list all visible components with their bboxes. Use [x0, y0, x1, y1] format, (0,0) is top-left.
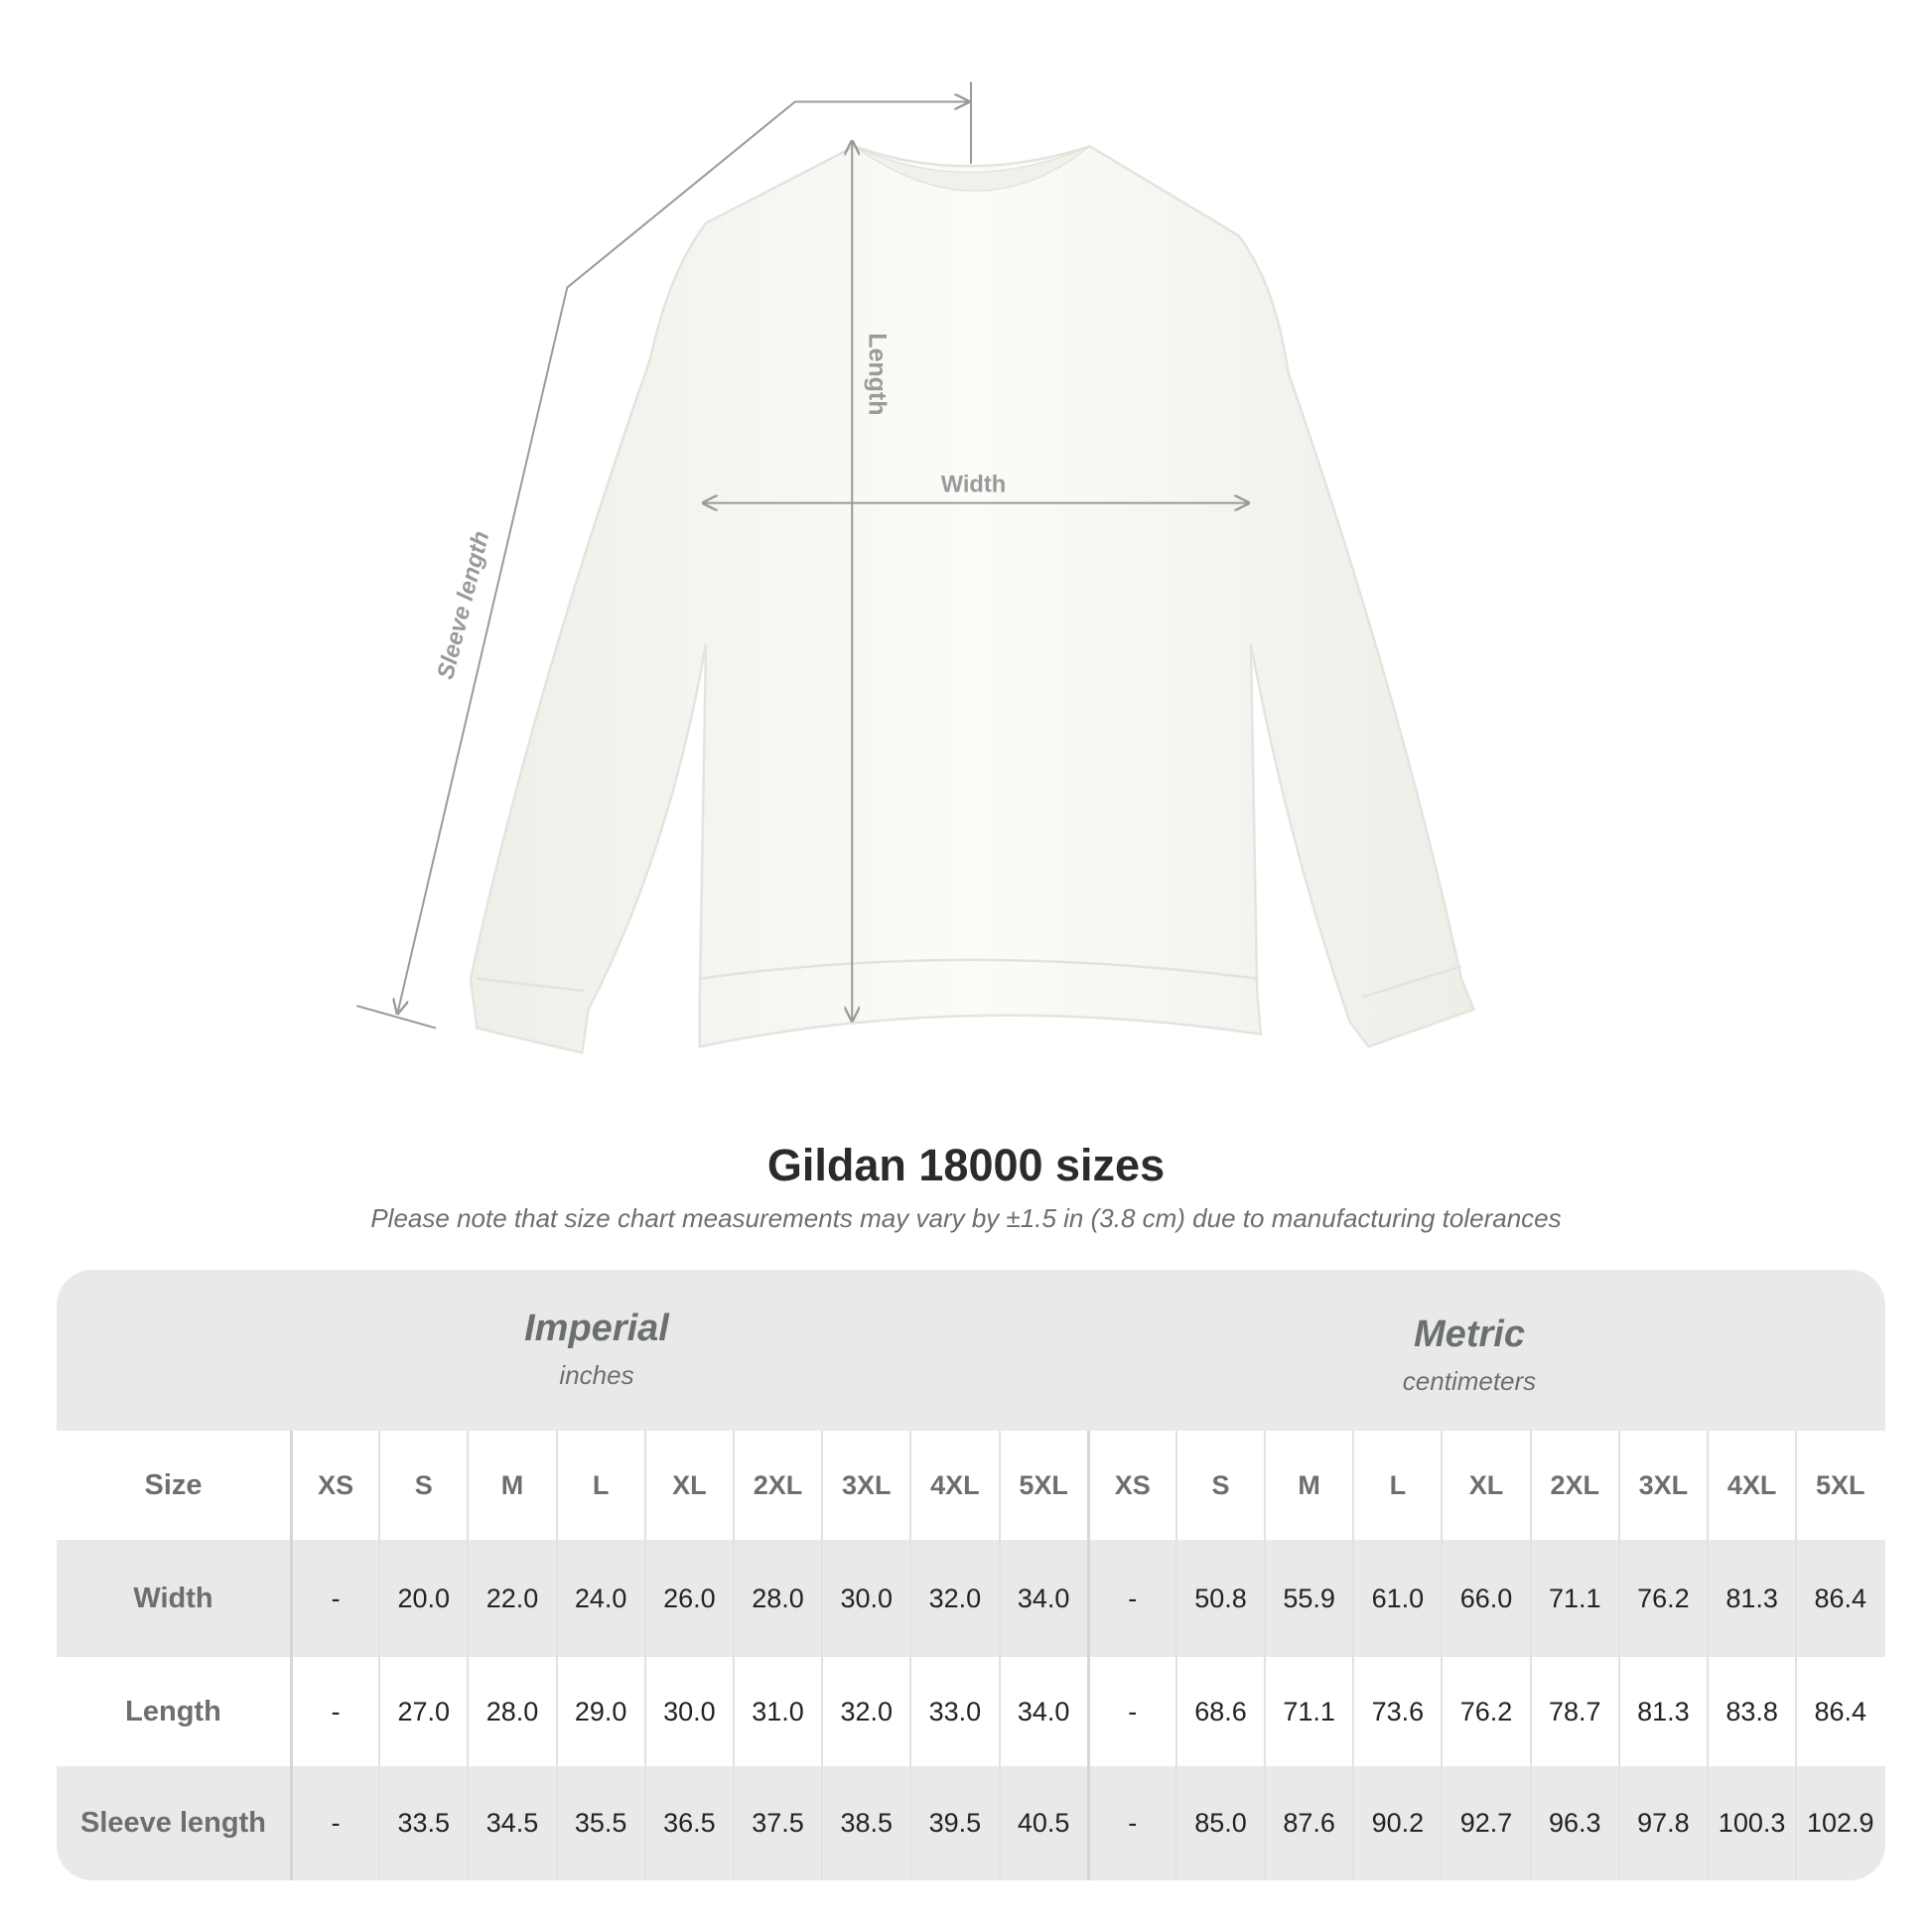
imperial-value: 34.0: [998, 1540, 1087, 1657]
metric-size-m: M: [1264, 1431, 1352, 1540]
row-label: Width: [133, 1582, 213, 1614]
tolerance-note: Please note that size chart measurements…: [370, 1203, 1562, 1233]
imperial-value: -: [290, 1540, 378, 1657]
imperial-value: 28.0: [467, 1657, 555, 1766]
width-label: Width: [941, 472, 1007, 497]
table-row: Length -27.0 28.0 29.0 30.0 31.0 32.0 33.0 34.0-…: [57, 1657, 1885, 1766]
imperial-value: 32.0: [909, 1540, 998, 1657]
imperial-size-m: M: [467, 1431, 555, 1540]
imperial-value: 30.0: [643, 1657, 733, 1766]
metric-value: 86.4: [1795, 1657, 1883, 1766]
metric-value: 100.3: [1707, 1766, 1795, 1880]
metric-size-s: S: [1174, 1431, 1264, 1540]
imperial-value: 34.5: [467, 1766, 555, 1880]
imperial-value: 26.0: [643, 1540, 733, 1657]
imperial-size-5xl: 5XL: [998, 1431, 1087, 1540]
sleeve-length-label: Sleeve length: [433, 528, 494, 681]
imperial-value: 20.0: [378, 1540, 467, 1657]
imperial-value: 31.0: [732, 1657, 821, 1766]
metric-value: -: [1086, 1540, 1175, 1657]
metric-size-3xl: 3XL: [1617, 1431, 1707, 1540]
metric-value: 90.2: [1352, 1766, 1441, 1880]
imperial-value: -: [290, 1657, 378, 1766]
metric-size-xl: XL: [1441, 1431, 1529, 1540]
metric-value: 92.7: [1441, 1766, 1529, 1880]
metric-value: 86.4: [1795, 1540, 1883, 1657]
metric-title: Metric: [1414, 1313, 1525, 1355]
metric-value: 76.2: [1441, 1657, 1529, 1766]
metric-value: 55.9: [1264, 1540, 1352, 1657]
imperial-value: 29.0: [555, 1657, 644, 1766]
sweatshirt-illustration: Length Width Sleeve length: [355, 81, 1476, 1055]
metric-size-l: L: [1352, 1431, 1441, 1540]
length-label: Length: [864, 333, 892, 415]
metric-value: 87.6: [1264, 1766, 1352, 1880]
metric-value: 78.7: [1529, 1657, 1618, 1766]
imperial-value: 39.5: [909, 1766, 998, 1880]
header-band: [57, 1270, 1885, 1431]
metric-value: 97.8: [1617, 1766, 1707, 1880]
imperial-size-2xl: 2XL: [732, 1431, 821, 1540]
imperial-value: 33.0: [909, 1657, 998, 1766]
measurement-lines: [355, 81, 1248, 1030]
metric-value: -: [1086, 1766, 1175, 1880]
row-band-width: [57, 1540, 1885, 1657]
metric-value: 68.6: [1174, 1657, 1264, 1766]
metric-value: 66.0: [1441, 1540, 1529, 1657]
metric-value: 73.6: [1352, 1657, 1441, 1766]
metric-value: 76.2: [1617, 1540, 1707, 1657]
imperial-size-l: L: [555, 1431, 644, 1540]
imperial-title: Imperial: [524, 1308, 669, 1349]
imperial-size-xl: XL: [643, 1431, 733, 1540]
imperial-value: 33.5: [378, 1766, 467, 1880]
metric-value: 96.3: [1529, 1766, 1618, 1880]
imperial-value: 38.5: [821, 1766, 909, 1880]
table-row: Sleeve length -33.5 34.5 35.5 36.5 37.5 38.5 39…: [57, 1766, 1885, 1880]
imperial-value: 35.5: [555, 1766, 644, 1880]
metric-size-4xl: 4XL: [1707, 1431, 1795, 1540]
size-table: Imperial inches Metric centimeters Size X…: [57, 1270, 1885, 1880]
imperial-size-3xl: 3XL: [821, 1431, 909, 1540]
sweatshirt-shape: [469, 144, 1476, 1055]
imperial-value: 24.0: [555, 1540, 644, 1657]
imperial-value: 27.0: [378, 1657, 467, 1766]
metric-value: 61.0: [1352, 1540, 1441, 1657]
imperial-value: 34.0: [998, 1657, 1087, 1766]
metric-value: 85.0: [1174, 1766, 1264, 1880]
metric-value: 50.8: [1174, 1540, 1264, 1657]
metric-value: -: [1086, 1657, 1175, 1766]
metric-value: 83.8: [1707, 1657, 1795, 1766]
metric-value: 102.9: [1795, 1766, 1883, 1880]
metric-value: 71.1: [1529, 1540, 1618, 1657]
imperial-unit: inches: [559, 1360, 634, 1390]
imperial-value: 32.0: [821, 1657, 909, 1766]
imperial-size-s: S: [378, 1431, 467, 1540]
imperial-size-4xl: 4XL: [909, 1431, 998, 1540]
imperial-header: Imperial inches: [430, 1308, 763, 1391]
metric-header: Metric centimeters: [1303, 1313, 1636, 1397]
row-band-sleeve: [57, 1766, 1885, 1880]
metric-unit: centimeters: [1402, 1366, 1537, 1396]
imperial-value: 37.5: [732, 1766, 821, 1880]
size-header-row: Size XS S M L XL 2XL 3XL 4XL 5XL XS S M L XL 2XL 3XL 4XL 5…: [57, 1431, 1885, 1540]
imperial-value: 22.0: [467, 1540, 555, 1657]
imperial-value: 36.5: [643, 1766, 733, 1880]
size-label: Size: [144, 1468, 203, 1501]
metric-size-xs: XS: [1086, 1431, 1175, 1540]
metric-value: 81.3: [1707, 1540, 1795, 1657]
table-row: Width -20.0 22.0 24.0 26.0 28.0 30.0 32.0 34.0-5…: [57, 1540, 1885, 1657]
chart-title: Gildan 18000 sizes: [766, 1140, 1166, 1190]
imperial-value: 40.5: [998, 1766, 1087, 1880]
imperial-value: 30.0: [821, 1540, 909, 1657]
row-label: Sleeve length: [80, 1807, 266, 1839]
imperial-value: -: [290, 1766, 378, 1880]
row-label: Length: [125, 1695, 221, 1727]
imperial-value: 28.0: [732, 1540, 821, 1657]
metric-value: 71.1: [1264, 1657, 1352, 1766]
imperial-size-xs: XS: [290, 1431, 378, 1540]
metric-size-2xl: 2XL: [1529, 1431, 1618, 1540]
metric-value: 81.3: [1617, 1657, 1707, 1766]
metric-size-5xl: 5XL: [1795, 1431, 1883, 1540]
